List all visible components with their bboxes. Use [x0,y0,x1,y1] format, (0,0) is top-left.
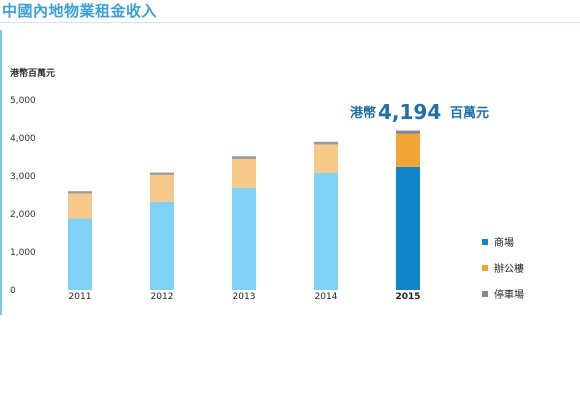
title-divider [0,22,580,23]
y-tick-label: 2,000 [10,210,36,220]
legend-swatch [482,265,488,271]
chart-title: 中國內地物業租金收入 [2,2,158,20]
bar-segment-2012-1 [150,201,174,290]
y-tick-label: 1,000 [10,248,36,258]
bar-segment-2011-2 [68,193,92,219]
x-category-label: 2014 [315,292,338,302]
bar-segment-2012-3 [150,172,174,175]
total-annotation: 港幣 4,194 百萬元 [350,100,489,124]
bar-segment-2014-3 [314,141,338,145]
bar-segment-2011-1 [68,218,92,290]
bar-segment-2015-1 [396,166,420,290]
x-category-label: 2013 [233,292,256,302]
legend-label: 商場 [494,236,514,249]
bar-segment-2014-2 [314,144,338,173]
y-axis-ticks: 0 1,000 2,000 3,000 4,000 5,000 [10,96,36,296]
bar-segment-2015-3 [396,130,420,134]
legend-swatch [482,239,488,245]
bar-segment-2012-2 [150,174,174,202]
annotation-suffix: 百萬元 [450,105,489,121]
y-tick-label: 5,000 [10,96,36,106]
bar-segment-2013-3 [232,156,256,159]
legend-swatch [482,291,488,297]
bar-segment-2013-2 [232,158,256,188]
annotation-prefix: 港幣 [350,105,376,121]
x-category-label: 2015 [395,292,420,302]
annotation-value: 4,194 [378,100,441,124]
x-category-label: 2012 [151,292,174,302]
bar-segment-2011-3 [68,191,92,194]
bars-group [68,130,420,290]
y-tick-label: 4,000 [10,134,36,144]
bar-segment-2014-1 [314,172,338,290]
left-accent-line [0,30,2,315]
bar-segment-2015-2 [396,133,420,167]
x-category-label: 2011 [69,292,92,302]
y-tick-label: 3,000 [10,172,36,182]
legend-label: 辦公樓 [494,262,524,275]
y-tick-label: 0 [10,286,16,296]
legend-label: 停車場 [494,288,524,301]
x-axis-labels: 2011 2012 2013 2014 2015 [69,292,421,302]
bar-segment-2013-1 [232,187,256,290]
y-axis-unit-label: 港幣百萬元 [10,67,55,79]
